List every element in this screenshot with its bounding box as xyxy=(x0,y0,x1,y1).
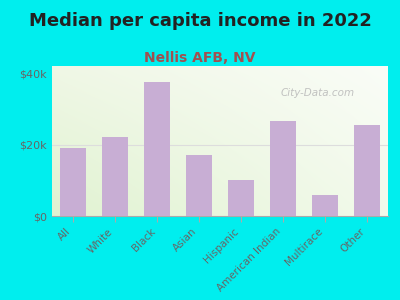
Bar xyxy=(228,180,254,216)
Bar xyxy=(354,125,380,216)
Text: Median per capita income in 2022: Median per capita income in 2022 xyxy=(28,12,372,30)
Text: Nellis AFB, NV: Nellis AFB, NV xyxy=(144,51,256,65)
Bar xyxy=(312,195,338,216)
Bar xyxy=(102,137,128,216)
Bar xyxy=(60,148,86,216)
Bar xyxy=(144,82,170,216)
Text: City-Data.com: City-Data.com xyxy=(280,88,355,98)
Bar xyxy=(186,155,212,216)
Bar xyxy=(270,122,296,216)
